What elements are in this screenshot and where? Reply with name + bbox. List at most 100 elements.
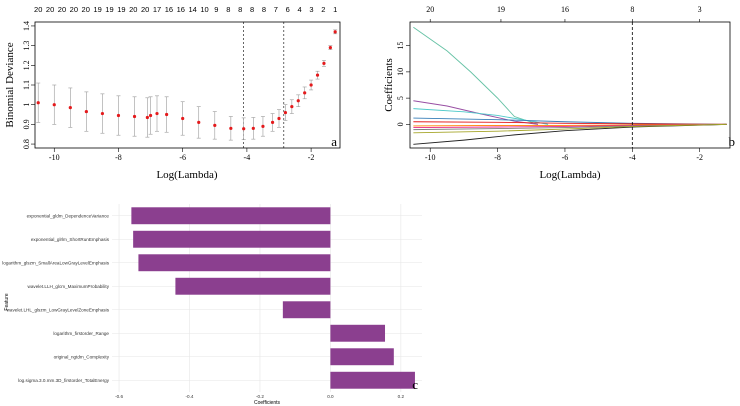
coefficient-bar xyxy=(330,324,386,342)
cv-point xyxy=(148,113,153,118)
x-tick-label: -10 xyxy=(49,153,60,162)
top-count-label: 19 xyxy=(117,5,125,14)
y-tick-label: 5 xyxy=(396,96,405,100)
y-tick-label: 1 xyxy=(22,103,31,107)
cv-point xyxy=(315,73,320,77)
top-count-label: 8 xyxy=(226,5,230,14)
top-count-label: 20 xyxy=(82,5,90,14)
top-count-label: 10 xyxy=(200,5,208,14)
panel-a-plot-area xyxy=(36,22,338,148)
panel-c-label: c xyxy=(412,377,418,392)
x-tick-label: -0.2 xyxy=(256,394,264,399)
coefficient-bar xyxy=(282,301,331,319)
y-tick-label: 1.3 xyxy=(22,41,31,51)
panel-a-frame xyxy=(34,21,341,149)
panel-b-frame xyxy=(409,21,731,149)
feature-label: original_ngtdm_Complexity xyxy=(54,354,110,359)
top-count-label: 20 xyxy=(34,5,42,14)
panel-b-plot-area xyxy=(413,22,727,148)
cv-point xyxy=(328,45,332,50)
panel-b-y-ticks: 0 5 10 15 xyxy=(396,42,410,126)
path-red xyxy=(413,121,727,125)
cv-point xyxy=(84,109,88,114)
top-count-label: 16 xyxy=(561,5,569,14)
cv-point xyxy=(261,124,265,128)
top-count-label: 2 xyxy=(321,5,325,14)
feature-label: exponential_gldm_DependenceVariance xyxy=(27,213,110,218)
cv-point xyxy=(181,116,185,121)
top-count-label: 3 xyxy=(309,5,313,14)
cv-point xyxy=(145,115,149,120)
x-tick-label: -10 xyxy=(425,153,436,162)
coefficient-bar xyxy=(175,277,331,295)
feature-label: logarithm_firstorder_Range xyxy=(53,331,109,336)
cv-point xyxy=(229,126,233,130)
cv-point xyxy=(213,123,217,127)
top-count-label: 16 xyxy=(177,5,185,14)
y-tick-label: 0.9 xyxy=(22,119,31,129)
x-tick-label: 0.0 xyxy=(327,394,334,399)
y-tick-label: 0 xyxy=(396,122,405,126)
top-count-label: 19 xyxy=(497,5,505,14)
panel-a-y-ticks: 0.8 0.9 1 1.1 1.2 1.3 1.4 xyxy=(22,21,35,149)
x-tick-label: -0.4 xyxy=(186,394,194,399)
path-olive xyxy=(413,123,727,134)
cv-point xyxy=(100,111,105,116)
y-tick-label: 0.8 xyxy=(22,139,31,149)
top-count-label: 20 xyxy=(46,5,54,14)
top-count-label: 1 xyxy=(333,5,337,14)
cv-point xyxy=(132,114,137,119)
cv-point xyxy=(52,103,56,107)
x-tick-label: -8 xyxy=(115,153,122,162)
top-count-label: 3 xyxy=(698,5,702,14)
path-green xyxy=(413,26,539,125)
cv-point xyxy=(277,116,281,121)
x-tick-label: -0.6 xyxy=(115,394,123,399)
cv-point xyxy=(333,30,337,34)
cv-point xyxy=(165,112,169,117)
top-count-label: 8 xyxy=(262,5,266,14)
cv-point xyxy=(303,91,307,95)
cv-point xyxy=(242,127,246,131)
coefficient-bar xyxy=(330,371,415,389)
y-tick-label: 1.2 xyxy=(22,60,31,70)
panel-a-top-counts: 20 20 20 20 20 19 19 19 20 20 17 16 16 14 10 9 8 8 8 8 7 6 4 3 2… xyxy=(34,5,337,14)
panel-a-xlabel: Log(Lambda) xyxy=(156,169,217,181)
top-count-label: 4 xyxy=(297,5,301,14)
cv-point xyxy=(155,111,159,116)
top-count-label: 14 xyxy=(188,5,196,14)
cv-point xyxy=(36,101,40,105)
top-count-label: 17 xyxy=(153,5,161,14)
panel-c-xlabel: Coefficients xyxy=(254,400,281,406)
panel-c-coefficient-bars: exponential_gldm_DependenceVarianceexpon… xyxy=(2,204,422,406)
y-tick-label: 15 xyxy=(396,42,405,50)
cv-point xyxy=(309,83,313,87)
cv-point xyxy=(296,99,300,103)
feature-label: log.sigma.3.0.mm.3D_firstorder_TotalEner… xyxy=(18,378,110,383)
y-tick-label: 1.1 xyxy=(22,80,31,90)
cv-point xyxy=(68,106,72,110)
top-count-label: 6 xyxy=(286,5,290,14)
y-tick-label: 10 xyxy=(396,68,405,76)
panel-c-ylabel: Feature xyxy=(4,293,10,310)
cv-point xyxy=(322,61,326,65)
top-count-label: 8 xyxy=(630,5,634,14)
feature-label: wavelet.LLH_glcm_MaximumProbability xyxy=(28,284,110,289)
top-count-label: 7 xyxy=(274,5,278,14)
panel-b-x-ticks: -10 -8 -6 -4 -2 xyxy=(425,148,703,162)
panel-c-category-labels: exponential_gldm_DependenceVarianceexpon… xyxy=(2,213,109,383)
feature-label: exponential_glrlm_ShortRunEmphasis xyxy=(31,237,110,242)
top-count-label: 20 xyxy=(58,5,66,14)
panel-a-ylabel: Binomial Deviance xyxy=(4,42,16,127)
cv-point xyxy=(197,120,201,125)
panel-b-label: b xyxy=(729,134,736,149)
top-count-label: 20 xyxy=(426,5,434,14)
x-tick-label: 0.2 xyxy=(398,394,405,399)
coefficient-bar xyxy=(138,254,331,272)
cv-point xyxy=(116,113,121,118)
panel-b-ylabel: Coefficients xyxy=(383,58,395,112)
panel-c-x-ticks: -0.6 -0.4 -0.2 0.0 0.2 xyxy=(115,394,404,399)
panel-b-top-counts: 20 19 16 8 3 xyxy=(426,5,702,22)
coefficient-bar xyxy=(133,230,331,248)
panel-b-xlabel: Log(Lambda) xyxy=(539,169,600,181)
